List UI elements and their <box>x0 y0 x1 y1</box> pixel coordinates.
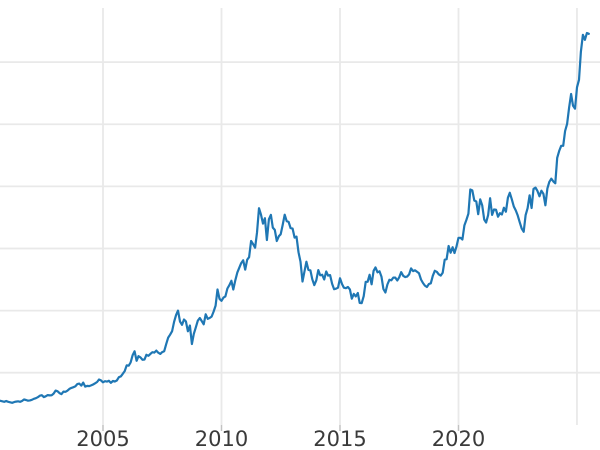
x-tick-marks <box>102 425 460 431</box>
x-tick-labels: 2005 2010 2015 2020 <box>76 427 485 450</box>
price-line <box>0 31 590 404</box>
x-tick-label: 2020 <box>432 427 485 450</box>
x-tick-label: 2005 <box>76 427 129 450</box>
gridlines <box>0 8 600 425</box>
x-tick-label: 2010 <box>195 427 248 450</box>
price-line-series <box>0 31 590 404</box>
x-tick-label: 2015 <box>313 427 366 450</box>
